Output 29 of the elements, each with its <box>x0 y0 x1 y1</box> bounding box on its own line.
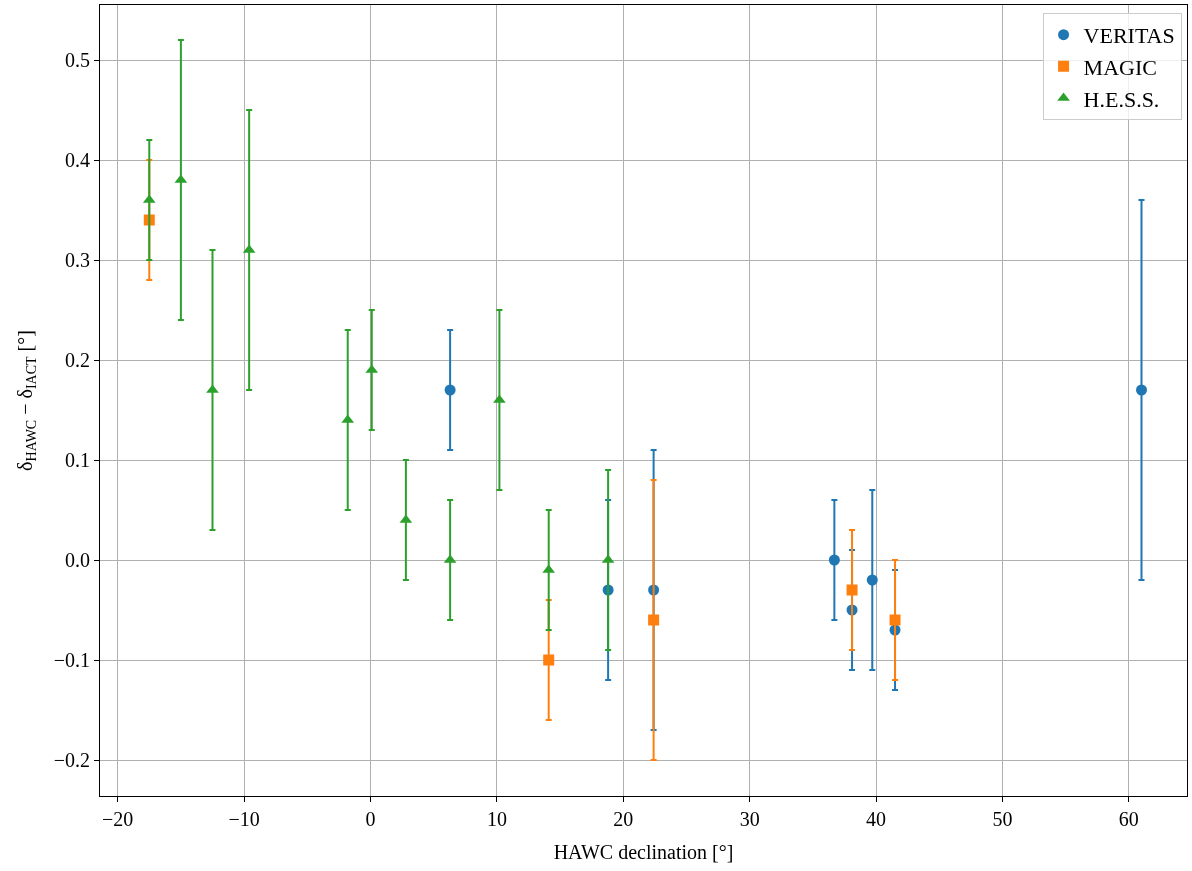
y-tick-label: 0.5 <box>65 49 90 71</box>
point <box>444 384 456 396</box>
point <box>828 554 840 566</box>
point <box>1136 384 1147 396</box>
point <box>846 584 858 596</box>
legend-label: H.E.S.S. <box>1083 86 1160 112</box>
x-tick-label: 10 <box>486 808 507 830</box>
y-tick-label: −0.2 <box>53 749 90 771</box>
x-tick-label: 50 <box>992 808 1013 830</box>
point <box>648 614 660 626</box>
point <box>543 654 555 666</box>
x-tick-label: 60 <box>1118 808 1139 830</box>
y-tick-label: 0.3 <box>65 249 90 271</box>
y-tick-label: 0.1 <box>65 449 90 471</box>
x-tick-label: −20 <box>102 808 134 830</box>
x-tick-label: 40 <box>866 808 887 830</box>
x-tick-label: 0 <box>365 808 376 830</box>
legend-label: MAGIC <box>1083 54 1157 80</box>
x-tick-label: −10 <box>228 808 260 830</box>
point <box>889 614 901 626</box>
y-tick-label: 0.4 <box>65 149 90 171</box>
y-tick-label: 0.0 <box>65 549 90 571</box>
x-axis-title: HAWC declination [°] <box>553 840 734 863</box>
y-tick-label: −0.1 <box>53 649 90 671</box>
x-tick-label: 30 <box>739 808 760 830</box>
legend-label: VERITAS <box>1083 23 1175 49</box>
x-tick-label: 20 <box>613 808 634 830</box>
point <box>866 574 878 586</box>
y-tick-label: 0.2 <box>65 349 90 371</box>
